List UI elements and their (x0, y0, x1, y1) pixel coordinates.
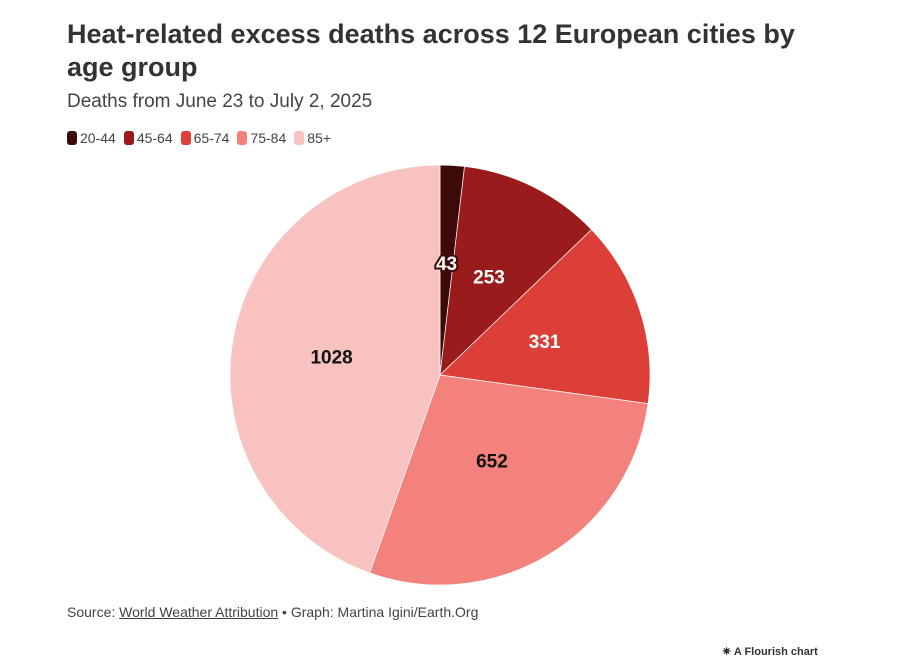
data-label: 253 (473, 268, 505, 289)
data-label: 331 (529, 332, 561, 353)
legend-swatch (294, 131, 305, 145)
data-label: 43 (436, 254, 457, 275)
source-prefix: Source: (67, 604, 120, 620)
pie-slice-85+[interactable] (229, 164, 441, 574)
legend-item[interactable]: 20-44 (67, 130, 116, 146)
pie-slice-75-84[interactable] (369, 374, 649, 586)
legend-item[interactable]: 75-84 (237, 130, 286, 146)
legend-swatch (180, 131, 191, 145)
legend-item[interactable]: 65-74 (180, 130, 230, 146)
source-note: Source: World Weather Attribution • Grap… (67, 604, 478, 620)
legend-swatch (67, 131, 77, 145)
chart-title: Heat-related excess deaths across 12 Eur… (67, 19, 795, 82)
legend-label: 20-44 (80, 130, 116, 146)
legend: 20-44 45-64 65-74 75-84 85+ (67, 130, 331, 146)
pie-slice-65-74[interactable] (439, 229, 651, 405)
data-label: 1028 (310, 347, 352, 368)
legend-swatch (237, 131, 248, 145)
data-label: 652 (476, 451, 508, 472)
legend-item[interactable]: 85+ (294, 130, 331, 146)
legend-label: 85+ (307, 130, 331, 146)
flourish-credit[interactable]: ✷ A Flourish chart (722, 646, 818, 658)
legend-item[interactable]: 45-64 (123, 130, 173, 146)
legend-swatch (123, 131, 134, 145)
source-link[interactable]: World Weather Attribution (119, 604, 279, 620)
source-suffix: • Graph: Martina Igini/Earth.Org (278, 604, 479, 620)
legend-label: 45-64 (136, 130, 173, 146)
legend-label: 75-84 (250, 130, 287, 146)
pie-slice-45-64[interactable] (439, 166, 593, 376)
legend-label: 65-74 (193, 130, 230, 146)
chart-subtitle: Deaths from June 23 to July 2, 2025 (67, 91, 373, 112)
